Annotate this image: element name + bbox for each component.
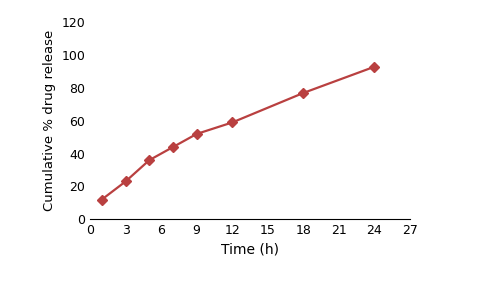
X-axis label: Time (h): Time (h) <box>221 243 279 257</box>
Y-axis label: Cumulative % drug release: Cumulative % drug release <box>42 30 56 212</box>
